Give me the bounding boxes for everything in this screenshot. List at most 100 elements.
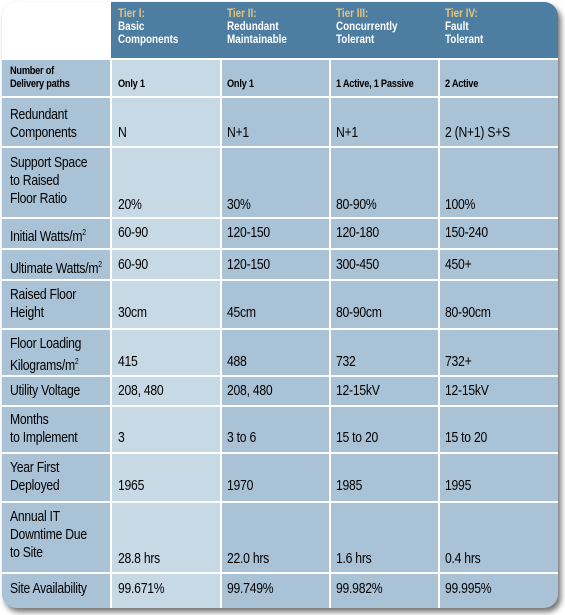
cell-support-space-tier2: 30% [227, 197, 251, 213]
cell-months-tier2: 3 to 6 [227, 430, 256, 446]
cell-delivery-paths-tier2: Only 1 [227, 78, 254, 90]
row-label-line: Support Space [10, 155, 88, 171]
col-header-name: Fault [445, 21, 469, 33]
col-header-name: Tolerant [445, 34, 484, 46]
grid-line [438, 58, 440, 608]
col-header-name: Components [118, 34, 179, 46]
grid-line [2, 96, 558, 98]
superscript: 2 [98, 260, 102, 269]
col-header-name: Maintainable [227, 34, 287, 46]
row-label-line: Year First [10, 460, 60, 476]
row-label-line: Floor Ratio [10, 191, 67, 207]
row-label-line: Redundant [10, 107, 68, 123]
cell-redundant-tier4: 2 (N+1) S+S [445, 125, 510, 141]
col-header-tier: Tier I: [118, 8, 145, 20]
row-label-raised-floor-height: Raised Floor Height [10, 286, 76, 322]
cell-availability-tier3: 99.982% [336, 581, 383, 597]
cell-floor-height-tier1: 30cm [118, 305, 147, 321]
grid-line [2, 279, 558, 281]
grid-line [329, 58, 331, 608]
col-header-name: Concurrently [336, 21, 398, 33]
cell-delivery-paths-tier4: 2 Active [445, 78, 479, 90]
grid-line [110, 58, 112, 608]
cell-initial-watts-tier3: 120-180 [336, 225, 379, 241]
tier-comparison-table: Tier I: Basic Components Tier II: Redund… [2, 2, 558, 608]
col-header-tier1: Tier I: Basic Components [118, 8, 178, 47]
row-label-line: Downtime Due [10, 527, 87, 543]
cell-availability-tier2: 99.749% [227, 581, 274, 597]
superscript: 2 [82, 228, 86, 237]
grid-line [2, 217, 558, 219]
col-header-tier: Tier II: [227, 8, 257, 20]
row-label-line: to Site [10, 545, 43, 561]
cell-year-tier4: 1995 [445, 478, 472, 494]
cell-initial-watts-tier4: 150-240 [445, 225, 488, 241]
col-header-name: Redundant [227, 21, 279, 33]
grid-line [2, 248, 558, 250]
cell-downtime-tier1: 28.8 hrs [118, 551, 160, 567]
row-label-line: Deployed [10, 478, 60, 494]
row-label-line: Months [10, 412, 49, 428]
row-label-line: Raised Floor [10, 287, 77, 303]
grid-line [2, 58, 558, 60]
col-header-tier4: Tier IV: Fault Tolerant [445, 8, 483, 47]
cell-year-tier3: 1985 [336, 478, 363, 494]
cell-floor-height-tier4: 80-90cm [445, 305, 491, 321]
row-label-delivery-paths: Number of Delivery paths [10, 65, 70, 91]
grid-line [2, 146, 558, 148]
cell-initial-watts-tier2: 120-150 [227, 225, 270, 241]
row-label-line: Floor Loading [10, 336, 82, 352]
col-header-name: Tolerant [336, 34, 375, 46]
cell-availability-tier4: 99.995% [445, 581, 492, 597]
grid-line [2, 501, 558, 503]
grid-line [2, 405, 558, 407]
row-label-line: Annual IT [10, 509, 60, 525]
row-label-support-space: Support Space to Raised Floor Ratio [10, 154, 88, 208]
grid-line [2, 572, 558, 574]
cell-ultimate-watts-tier2: 120-150 [227, 257, 270, 273]
cell-availability-tier1: 99.671% [118, 581, 165, 597]
cell-delivery-paths-tier1: Only 1 [118, 78, 145, 90]
cell-floor-loading-tier2: 488 [227, 354, 247, 370]
row-label-availability: Site Availability [10, 581, 87, 597]
cell-redundant-tier2: N+1 [227, 125, 249, 141]
row-label-line: Initial Watts/m [10, 229, 83, 245]
row-label-floor-loading: Floor Loading Kilograms/m2 [10, 335, 81, 375]
row-label-line: to Implement [10, 430, 78, 446]
cell-voltage-tier3: 12-15kV [336, 383, 380, 399]
cell-initial-watts-tier1: 60-90 [118, 225, 148, 241]
row-label-line: Kilograms/m [10, 358, 75, 374]
tier1-column-highlight [111, 58, 221, 608]
cell-floor-loading-tier1: 415 [118, 354, 138, 370]
row-label-redundant-components: Redundant Components [10, 106, 77, 142]
cell-voltage-tier2: 208, 480 [227, 383, 273, 399]
grid-line [2, 375, 558, 377]
row-label-ultimate-watts: Ultimate Watts/m2 [10, 256, 102, 278]
cell-downtime-tier3: 1.6 hrs [336, 551, 372, 567]
cell-floor-height-tier2: 45cm [227, 305, 256, 321]
grid-line [2, 452, 558, 454]
cell-floor-loading-tier3: 732 [336, 354, 356, 370]
row-label-downtime: Annual IT Downtime Due to Site [10, 508, 87, 562]
cell-months-tier3: 15 to 20 [336, 430, 379, 446]
cell-redundant-tier3: N+1 [336, 125, 358, 141]
row-label-line: to Raised [10, 173, 60, 189]
cell-support-space-tier4: 100% [445, 197, 476, 213]
row-label-line: Components [10, 125, 77, 141]
row-label-months: Months to Implement [10, 411, 78, 447]
cell-delivery-paths-tier3: 1 Active, 1 Passive [336, 78, 414, 90]
row-label-utility-voltage: Utility Voltage [10, 383, 81, 399]
cell-ultimate-watts-tier1: 60-90 [118, 257, 148, 273]
cell-floor-loading-tier4: 732+ [445, 354, 472, 370]
cell-redundant-tier1: N [118, 125, 127, 141]
grid-line [220, 58, 222, 608]
cell-downtime-tier4: 0.4 hrs [445, 551, 481, 567]
header-band [111, 2, 558, 58]
cell-downtime-tier2: 22.0 hrs [227, 551, 269, 567]
cell-voltage-tier4: 12-15kV [445, 383, 489, 399]
col-header-tier: Tier IV: [445, 8, 478, 20]
cell-year-tier1: 1965 [118, 478, 145, 494]
cell-voltage-tier1: 208, 480 [118, 383, 164, 399]
row-label-initial-watts: Initial Watts/m2 [10, 224, 86, 246]
row-label-line: Height [10, 305, 44, 321]
